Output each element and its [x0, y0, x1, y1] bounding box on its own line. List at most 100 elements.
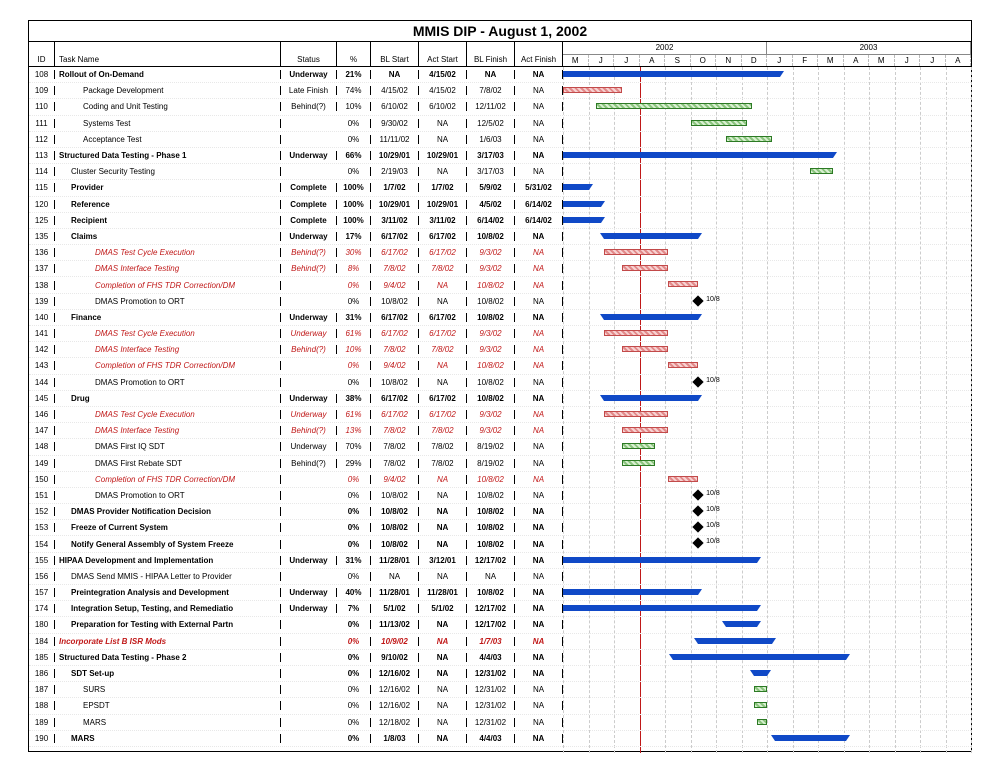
milestone-label: 10/8: [706, 522, 720, 529]
gantt-cell: [563, 439, 971, 454]
col-task: Task Name: [55, 42, 281, 66]
task-row: 111Systems Test0%9/30/02NA12/5/02NA: [29, 116, 971, 132]
gantt-cell: [563, 310, 971, 325]
gantt-bar-summary: [698, 638, 772, 644]
task-name: MARS: [55, 718, 281, 727]
gantt-bar-summary: [563, 152, 833, 158]
task-row: 185Structured Data Testing - Phase 20%9/…: [29, 650, 971, 666]
chart-title: MMIS DIP - August 1, 2002: [29, 21, 971, 42]
task-name: Completion of FHS TDR Correction/DM: [55, 475, 281, 484]
task-name: DMAS First Rebate SDT: [55, 459, 281, 468]
gantt-cell: 10/8: [563, 504, 971, 519]
gantt-cell: [563, 132, 971, 147]
milestone-diamond: [692, 522, 703, 533]
gantt-bar-pink: [622, 346, 668, 352]
gantt-cell: [563, 245, 971, 260]
gantt-bar-green: [810, 168, 833, 174]
month-label: J: [614, 55, 640, 67]
gantt-bar-summary: [563, 217, 601, 223]
task-name: DMAS Interface Testing: [55, 426, 281, 435]
milestone-diamond: [692, 538, 703, 549]
task-name: Completion of FHS TDR Correction/DM: [55, 281, 281, 290]
task-name: SDT Set-up: [55, 669, 281, 678]
gantt-cell: [563, 617, 971, 632]
task-row: 145DrugUnderway38%6/17/026/17/0210/8/02N…: [29, 391, 971, 407]
task-row: 189MARS0%12/18/02NA12/31/02NA: [29, 715, 971, 731]
gantt-cell: [563, 650, 971, 665]
month-label: A: [640, 55, 666, 67]
task-name: MARS: [55, 734, 281, 743]
task-name: DMAS Send MMIS - HIPAA Letter to Provide…: [55, 572, 281, 581]
gantt-bar-summary: [563, 589, 698, 595]
task-name: Notify General Assembly of System Freeze: [55, 540, 281, 549]
gantt-cell: [563, 358, 971, 373]
gantt-bar-green: [622, 460, 655, 466]
gantt-bar-summary: [673, 654, 846, 660]
col-bl-finish: BL Finish: [467, 42, 515, 66]
gantt-cell: [563, 99, 971, 114]
gantt-cell: [563, 164, 971, 179]
gantt-bar-summary: [604, 314, 698, 320]
col-act-finish: Act Finish: [515, 42, 563, 66]
task-name: DMAS Provider Notification Decision: [55, 507, 281, 516]
gantt-bar-summary: [775, 735, 846, 741]
task-row: 149DMAS First Rebate SDTBehind(?)29%7/8/…: [29, 456, 971, 472]
task-name: DMAS Interface Testing: [55, 345, 281, 354]
milestone-diamond: [692, 295, 703, 306]
month-label: N: [716, 55, 742, 67]
gantt-bar-summary: [563, 71, 780, 77]
task-name: DMAS First IQ SDT: [55, 442, 281, 451]
month-label: A: [844, 55, 870, 67]
gantt-cell: [563, 148, 971, 163]
task-row: 152DMAS Provider Notification Decision0%…: [29, 504, 971, 520]
task-name: Reference: [55, 200, 281, 209]
gantt-cell: [563, 569, 971, 584]
task-name: DMAS Test Cycle Execution: [55, 329, 281, 338]
gantt-bar-green: [754, 702, 767, 708]
gantt-cell: 10/8: [563, 488, 971, 503]
gantt-cell: 10/8: [563, 294, 971, 309]
month-label: J: [920, 55, 946, 67]
task-name: Finance: [55, 313, 281, 322]
gantt-cell: [563, 553, 971, 568]
task-row: 141DMAS Test Cycle ExecutionUnderway61%6…: [29, 326, 971, 342]
task-name: Preparation for Testing with External Pa…: [55, 620, 281, 629]
task-row: 108Rollout of On-DemandUnderway21%NA4/15…: [29, 67, 971, 83]
gantt-bar-summary: [563, 605, 757, 611]
month-label: S: [665, 55, 691, 67]
gantt-bar-summary: [563, 557, 757, 563]
timeline-header: 20022003 MJJASONDJFMAMJJA: [563, 42, 971, 66]
task-name: DMAS Promotion to ORT: [55, 378, 281, 387]
task-row: 187SURS0%12/16/02NA12/31/02NA: [29, 682, 971, 698]
task-name: DMAS Promotion to ORT: [55, 297, 281, 306]
gantt-cell: [563, 731, 971, 746]
task-row: 138Completion of FHS TDR Correction/DM0%…: [29, 277, 971, 293]
gantt-cell: [563, 601, 971, 616]
gantt-cell: [563, 83, 971, 98]
task-row: 115ProviderComplete100%1/7/021/7/025/9/0…: [29, 180, 971, 196]
gantt-bar-pink: [622, 427, 668, 433]
gantt-cell: [563, 261, 971, 276]
task-name: Drug: [55, 394, 281, 403]
task-row: 139DMAS Promotion to ORT0%10/8/02NA10/8/…: [29, 294, 971, 310]
milestone-label: 10/8: [706, 377, 720, 384]
task-name: Acceptance Test: [55, 135, 281, 144]
task-name: DMAS Test Cycle Execution: [55, 248, 281, 257]
task-name: DMAS Interface Testing: [55, 264, 281, 273]
gantt-bar-pink: [604, 330, 668, 336]
gantt-cell: [563, 423, 971, 438]
task-name: Completion of FHS TDR Correction/DM: [55, 361, 281, 370]
gantt-cell: [563, 342, 971, 357]
task-name: EPSDT: [55, 701, 281, 710]
gantt-cell: [563, 698, 971, 713]
gantt-cell: [563, 180, 971, 195]
gantt-bar-pink: [668, 476, 699, 482]
task-row: 112Acceptance Test0%11/11/02NA1/6/03NA: [29, 132, 971, 148]
gantt-cell: 10/8: [563, 536, 971, 551]
gantt-bar-green: [622, 443, 655, 449]
page: MMIS DIP - August 1, 2002 ID Task Name S…: [0, 0, 1000, 772]
gantt-cell: [563, 407, 971, 422]
task-name: Provider: [55, 183, 281, 192]
task-row: 147DMAS Interface TestingBehind(?)13%7/8…: [29, 423, 971, 439]
gantt-bar-summary: [604, 395, 698, 401]
